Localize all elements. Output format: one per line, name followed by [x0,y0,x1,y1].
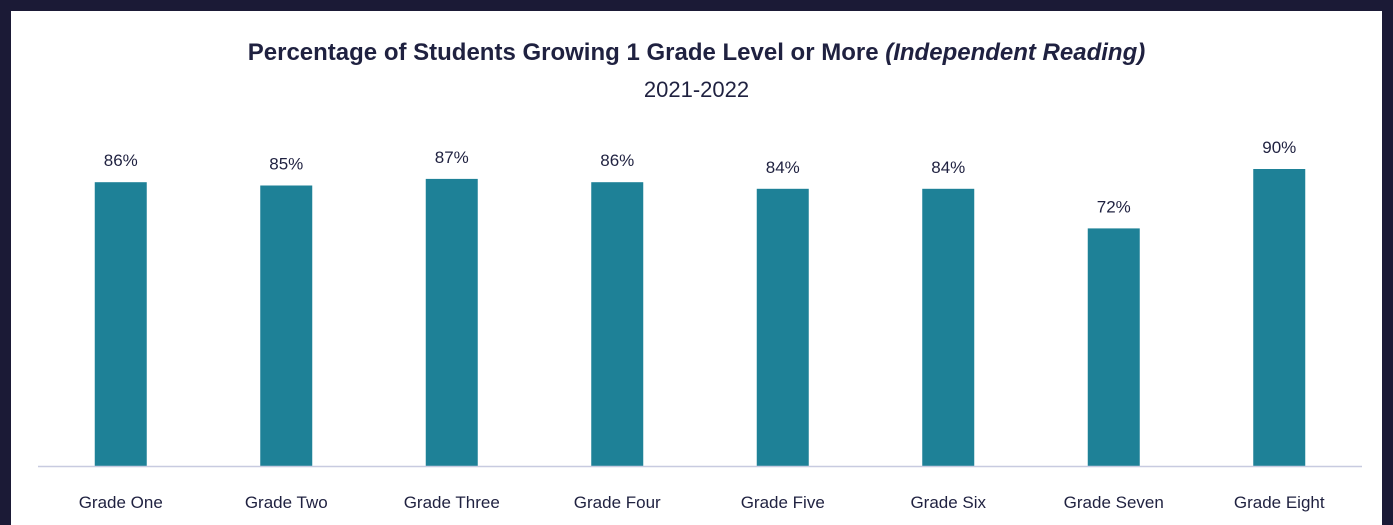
data-label: 84% [931,158,965,177]
chart-title-italic: (Independent Reading) [885,39,1146,66]
bar-grade-six [922,188,975,467]
data-label: 72% [1097,197,1131,216]
bar-grade-three [425,178,478,466]
data-label: 86% [104,151,138,170]
category-label: Grade Eight [1234,493,1325,512]
bar-grade-eight [1253,169,1306,466]
chart-title: Percentage of Students Growing 1 Grade L… [11,39,1382,67]
data-label: 90% [1262,138,1296,157]
bar-grade-five [756,188,809,467]
chart-frame: Percentage of Students Growing 1 Grade L… [11,11,1382,525]
data-label: 87% [435,148,469,167]
bar-grade-one [94,182,147,466]
data-label: 86% [600,151,634,170]
category-label: Grade Seven [1064,493,1164,512]
chart-subtitle: 2021-2022 [643,77,750,102]
bar-grade-two [260,185,313,466]
bar-grade-seven [1087,228,1140,466]
bar-chart: 86% Grade One 85% Grade Two 87% Grade Three 86… [38,138,1362,512]
category-label: Grade Three [404,493,500,512]
bar-grade-four [591,182,644,466]
data-label: 84% [766,158,800,177]
category-label: Grade Six [910,493,986,512]
data-label: 85% [269,155,303,174]
category-label: Grade Two [245,493,328,512]
category-label: Grade Five [741,493,825,512]
category-label: Grade Four [574,493,661,512]
chart-title-main: Percentage of Students Growing 1 Grade L… [247,39,879,66]
category-label: Grade One [79,493,163,512]
